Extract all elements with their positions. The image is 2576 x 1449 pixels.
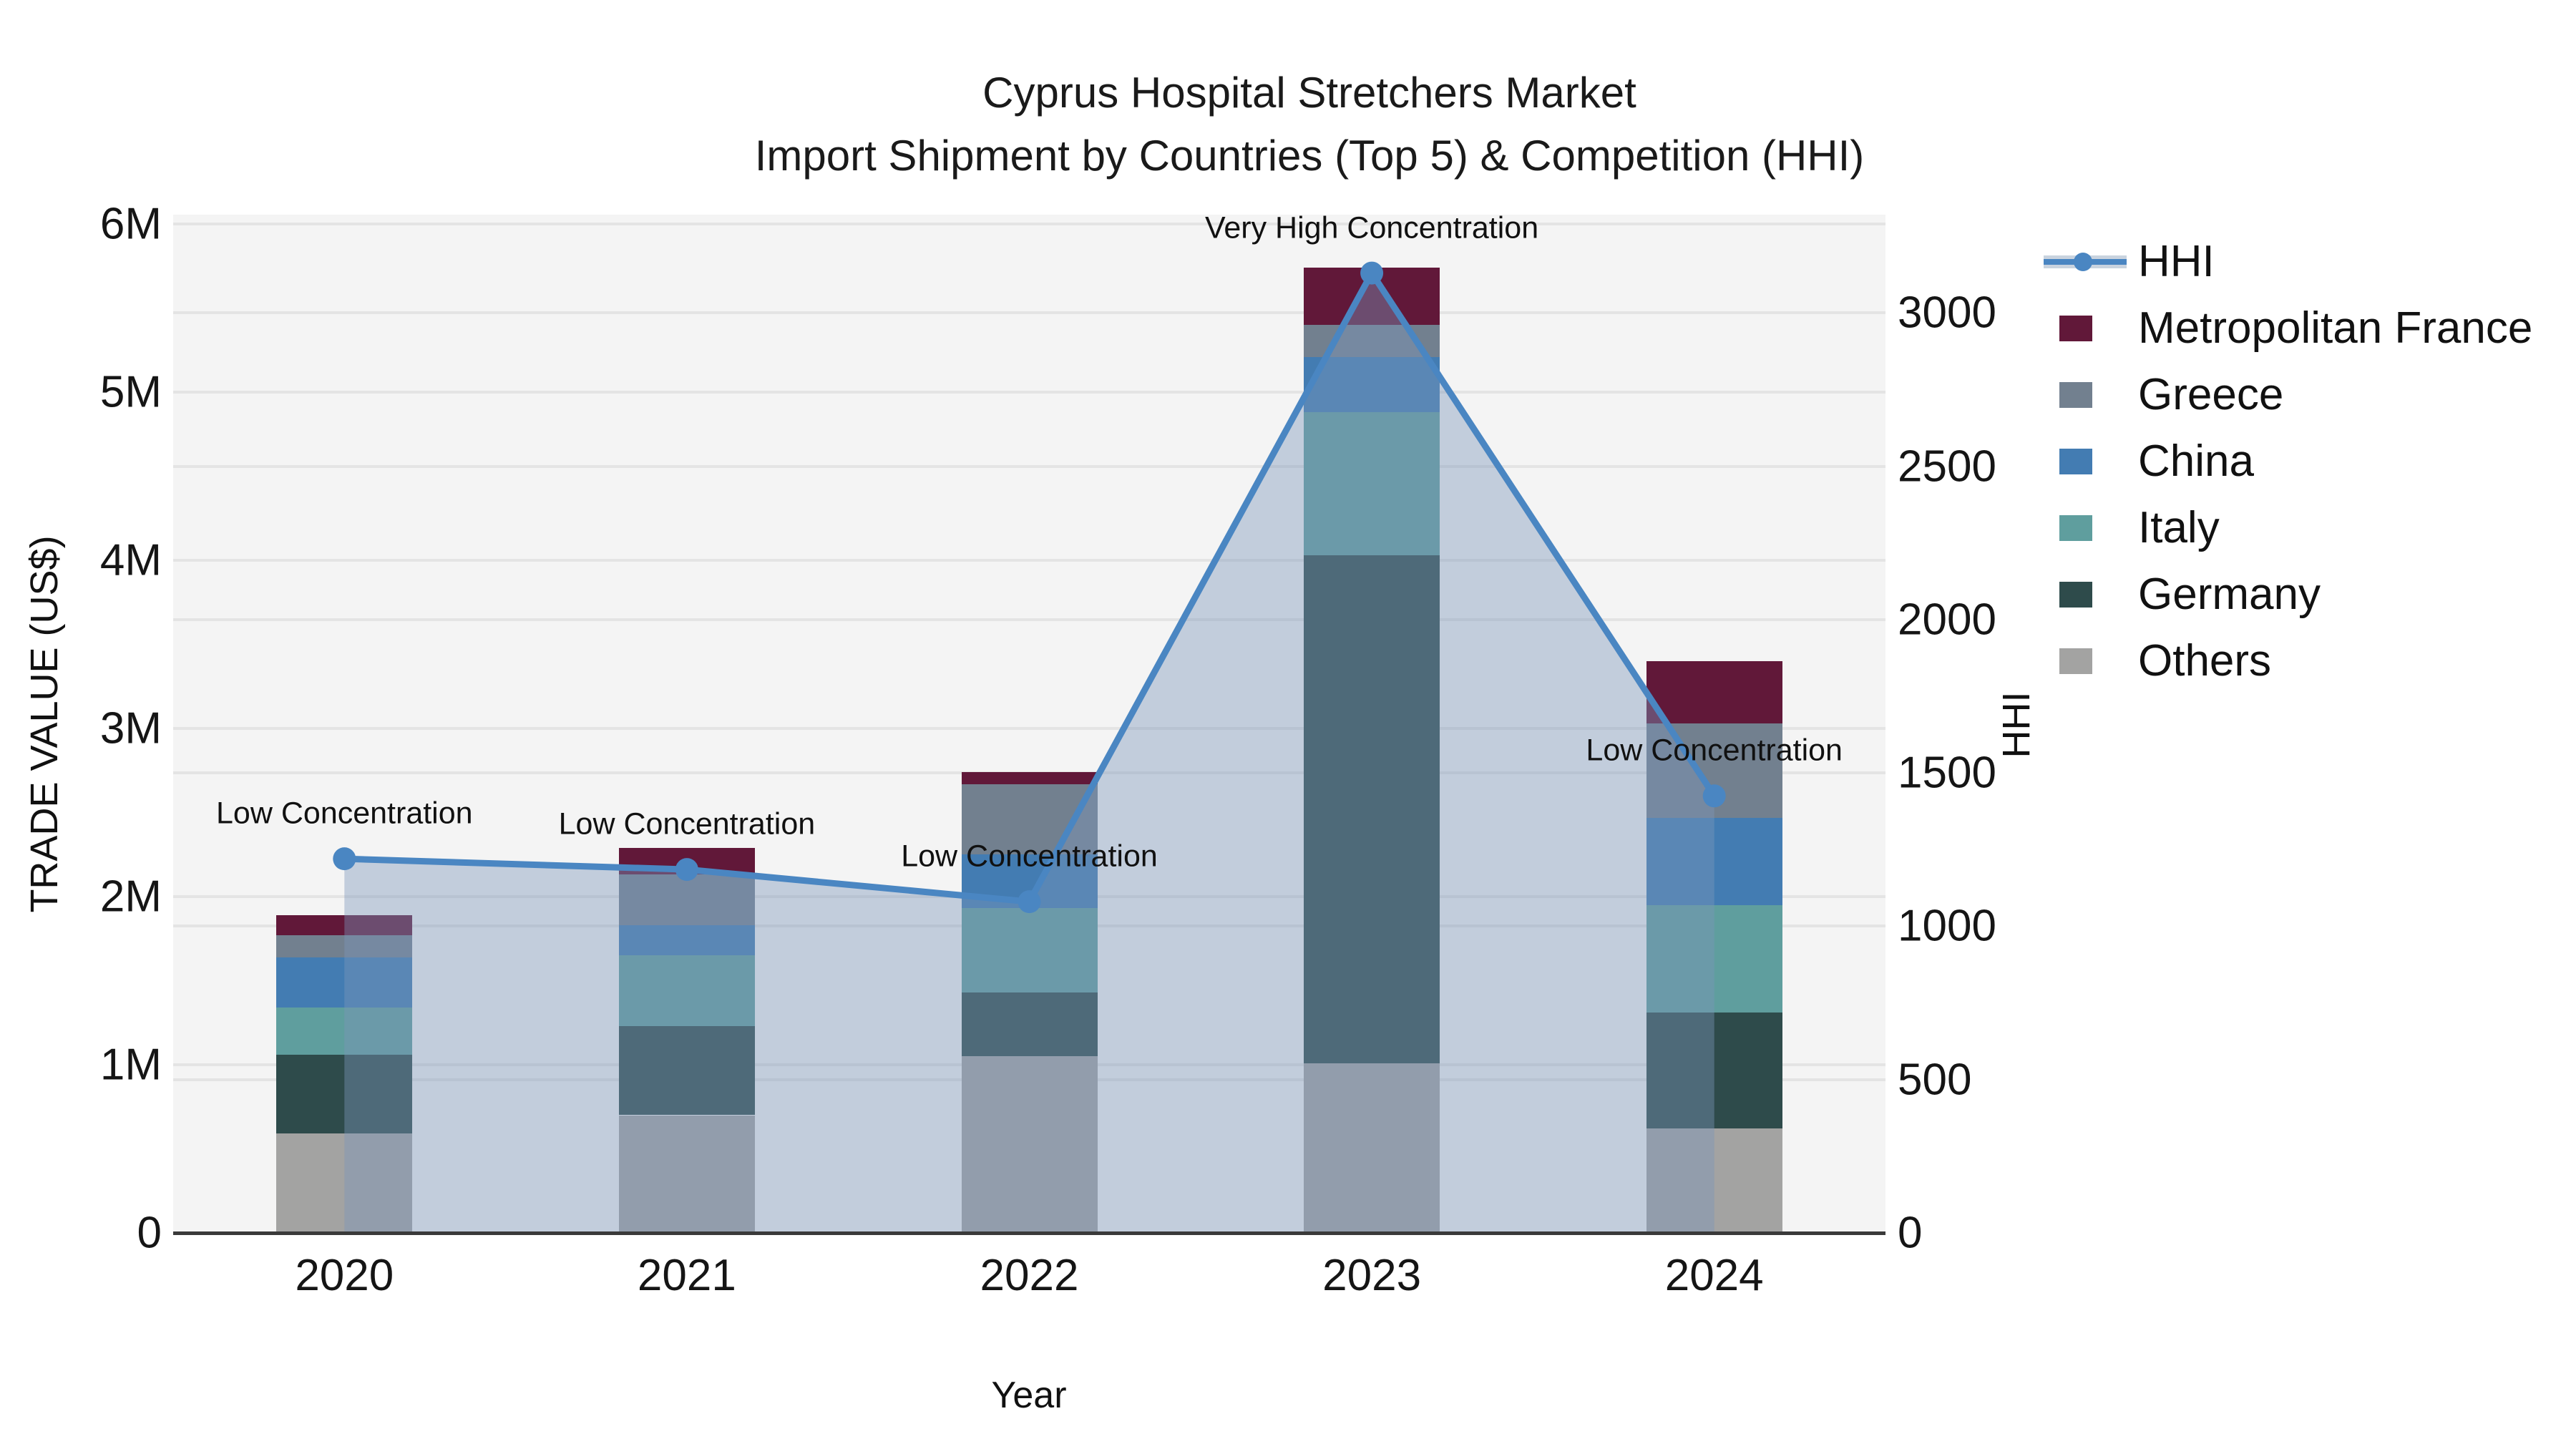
y-right-tick-0: 0 [1898,1208,1923,1258]
legend-label: Italy [2138,503,2220,552]
bar-segment-china-2021 [618,924,755,956]
bar-segment-metropolitan-france-2020 [276,914,413,936]
bar-segment-greece-2023 [1304,325,1440,357]
bar-segment-metropolitan-france-2022 [961,772,1098,784]
y-left-tick-4M: 4M [99,535,162,585]
x-tick-2021: 2021 [637,1251,736,1300]
gridline-right-3000 [173,311,1885,315]
bar-segment-italy-2023 [1304,412,1440,555]
legend-item-others: Others [2044,628,2532,694]
y-left-tick-0: 0 [137,1208,162,1258]
legend-item-metropolitan-france: Metropolitan France [2044,295,2532,361]
bar-segment-china-2023 [1304,356,1440,413]
y-left-tick-2M: 2M [99,872,162,922]
hhi-line-swatch-icon [2044,228,2131,295]
bar-segment-others-2022 [961,1056,1098,1233]
gridline-left-4M [173,559,1885,562]
y-right-tick-1500: 1500 [1898,748,1996,798]
color-swatch-icon [2044,295,2131,361]
y-right-tick-2500: 2500 [1898,441,1996,492]
annotation-2021: Low Concentration [558,806,816,841]
gridline-right-2500 [173,464,1885,468]
bar-segment-china-2020 [276,957,413,1008]
y-right-tick-500: 500 [1898,1055,1972,1105]
color-swatch-icon [2044,428,2131,494]
gridline-left-6M [173,223,1885,225]
annotation-2023: Very High Concentration [1205,210,1539,245]
bar-segment-italy-2021 [618,955,755,1026]
bar-segment-germany-2021 [618,1025,755,1116]
x-tick-2022: 2022 [980,1251,1079,1300]
y-left-tick-5M: 5M [99,367,162,417]
bar-segment-italy-2022 [961,908,1098,992]
x-axis-line [173,1231,1885,1235]
gridline-left-3M [173,727,1885,730]
bar-segment-others-2023 [1304,1063,1440,1233]
y-right-tick-1000: 1000 [1898,901,1996,951]
legend-item-greece: Greece [2044,361,2532,428]
chart-title-line1: Cyprus Hospital Stretchers Market [982,69,1636,117]
y-left-tick-1M: 1M [99,1040,162,1090]
color-swatch-icon [2044,628,2131,694]
bar-segment-greece-2020 [276,935,413,957]
x-tick-2020: 2020 [295,1251,394,1300]
legend-label: Germany [2138,570,2321,619]
bar-segment-china-2024 [1646,817,1782,905]
x-tick-2023: 2023 [1322,1251,1422,1300]
bar-segment-others-2021 [618,1115,755,1233]
annotation-2022: Low Concentration [901,839,1158,874]
legend-label: Greece [2138,370,2284,419]
plot-area [173,215,1885,1233]
bar-segment-others-2024 [1646,1128,1782,1233]
y-left-tick-6M: 6M [99,199,162,249]
legend-label: China [2138,436,2254,486]
bar-segment-others-2020 [276,1133,413,1233]
color-swatch-icon [2044,561,2131,628]
legend-item-hhi: HHI [2044,228,2532,295]
annotation-2024: Low Concentration [1586,733,1843,768]
chart-title: Cyprus Hospital Stretchers Market Import… [755,62,1865,187]
x-axis-title: Year [991,1375,1067,1416]
color-swatch-icon [2044,494,2131,561]
gridline-left-5M [173,391,1885,394]
chart-title-line2: Import Shipment by Countries (Top 5) & C… [754,132,1865,180]
bar-segment-italy-2020 [276,1008,413,1055]
bar-segment-germany-2022 [961,992,1098,1057]
legend-label: HHI [2138,237,2215,286]
bar-segment-germany-2020 [276,1054,413,1134]
legend-label: Others [2138,636,2272,686]
bar-segment-greece-2021 [618,874,755,925]
y-axis-title-right: HHI [1995,691,2038,758]
y-right-tick-2000: 2000 [1898,595,1996,645]
legend: HHI Metropolitan France Greece China Italy Ge… [2044,228,2532,694]
legend-item-china: China [2044,428,2532,494]
bar-segment-metropolitan-france-2024 [1646,661,1782,723]
legend-item-italy: Italy [2044,494,2532,561]
bar-segment-germany-2024 [1646,1013,1782,1129]
gridline-right-2000 [173,618,1885,621]
color-swatch-icon [2044,361,2131,428]
legend-label: Metropolitan France [2138,303,2533,353]
bar-segment-italy-2024 [1646,904,1782,1013]
annotation-2020: Low Concentration [216,796,473,831]
x-tick-2024: 2024 [1664,1251,1764,1300]
bar-segment-metropolitan-france-2021 [618,847,755,875]
y-right-tick-3000: 3000 [1898,288,1996,338]
legend-item-germany: Germany [2044,561,2532,628]
bar-segment-metropolitan-france-2023 [1304,268,1440,325]
y-left-tick-3M: 3M [99,703,162,753]
bar-segment-germany-2023 [1304,555,1440,1063]
